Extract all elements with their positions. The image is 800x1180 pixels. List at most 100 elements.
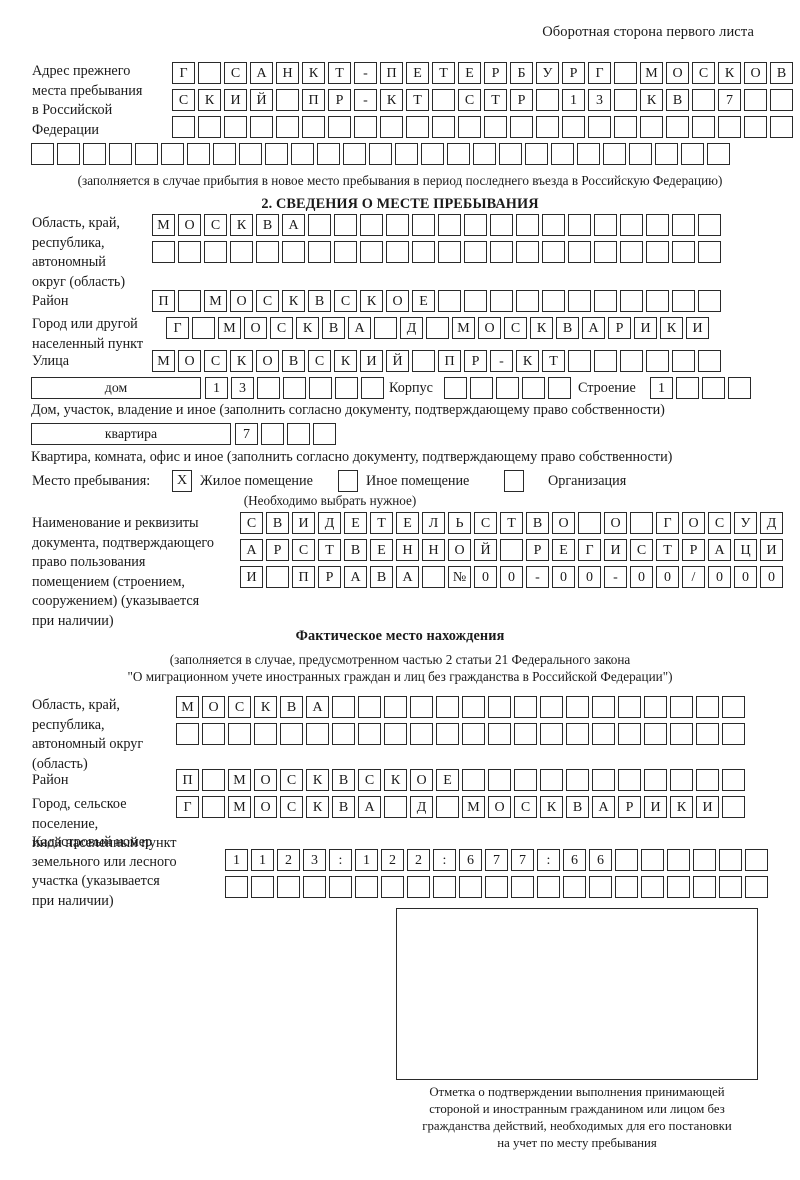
section2-district-cell-8[interactable]: С [334,290,357,312]
cadastral-cell-2[interactable] [251,876,274,898]
prev-address-cell-17[interactable]: Г [588,62,611,84]
section2-district-cell-3[interactable]: М [204,290,227,312]
prev-address-full-cell-23[interactable] [603,143,626,165]
document-cell-3[interactable]: П [292,566,315,588]
actual-region-cell-7[interactable] [332,723,355,745]
actual-region-cell-22[interactable] [722,723,745,745]
document-cell-8[interactable]: Н [422,539,445,561]
actual-region-cell-22[interactable] [722,696,745,718]
document-cell-16[interactable]: 0 [630,566,653,588]
actual-region-cell-21[interactable] [696,723,719,745]
document-cell-18[interactable]: О [682,512,705,534]
actual-region-cell-2[interactable]: О [202,696,225,718]
prev-address-full-cell-18[interactable] [473,143,496,165]
section2-district-cell-12[interactable] [438,290,461,312]
actual-region-cell-3[interactable]: С [228,696,251,718]
actual-region-cell-1[interactable] [176,723,199,745]
prev-address-cell-1[interactable]: Г [172,62,195,84]
actual-region-cell-2[interactable] [202,723,225,745]
actual-region-cell-1[interactable]: М [176,696,199,718]
prev-address-full-cell-16[interactable] [421,143,444,165]
actual-region-cell-14[interactable] [514,723,537,745]
section2-district-cell-5[interactable]: С [256,290,279,312]
section2-city-cell-2[interactable] [192,317,215,339]
actual-district-cell-2[interactable] [202,769,225,791]
house-number-cell-7[interactable] [361,377,384,399]
document-cell-7[interactable]: А [396,566,419,588]
section2-region-cell-16[interactable] [542,214,565,236]
prev-address-cell-6[interactable] [302,116,325,138]
document-cell-20[interactable]: У [734,512,757,534]
section2-region-cell-12[interactable] [438,241,461,263]
prev-address-full-cell-17[interactable] [447,143,470,165]
actual-region-cell-11[interactable] [436,723,459,745]
prev-address-cell-2[interactable] [198,116,221,138]
document-cell-1[interactable]: С [240,512,263,534]
korpus-cell-2[interactable] [470,377,493,399]
section2-street-cell-11[interactable] [412,350,435,372]
section2-street-cell-21[interactable] [672,350,695,372]
prev-address-cell-12[interactable] [458,116,481,138]
document-cell-21[interactable]: 0 [760,566,783,588]
prev-address-cell-5[interactable] [276,116,299,138]
prev-address-cell-4[interactable] [250,116,273,138]
prev-address-cell-18[interactable] [614,62,637,84]
actual-region-cell-16[interactable] [566,723,589,745]
prev-address-cell-13[interactable]: Т [484,89,507,111]
section2-street-cell-1[interactable]: М [152,350,175,372]
document-cell-7[interactable]: Е [396,512,419,534]
house-number-cell-1[interactable]: 1 [205,377,228,399]
section2-city-cell-9[interactable] [374,317,397,339]
prev-address-cell-21[interactable] [692,89,715,111]
actual-district-cell-20[interactable] [670,769,693,791]
document-cell-2[interactable]: Р [266,539,289,561]
document-cell-21[interactable]: Д [760,512,783,534]
section2-city-cell-11[interactable] [426,317,449,339]
section2-city-cell-16[interactable]: В [556,317,579,339]
prev-address-cell-19[interactable]: М [640,62,663,84]
section2-region-cell-8[interactable] [334,241,357,263]
cadastral-cell-18[interactable] [667,876,690,898]
section2-city-cell-21[interactable]: И [686,317,709,339]
section2-city-cell-5[interactable]: С [270,317,293,339]
document-cell-10[interactable]: 0 [474,566,497,588]
section2-region-cell-1[interactable] [152,241,175,263]
document-cell-10[interactable]: Й [474,539,497,561]
korpus-cell-1[interactable] [444,377,467,399]
actual-region-cell-10[interactable] [410,723,433,745]
checkbox-organization[interactable] [504,470,524,492]
prev-address-full-cell-5[interactable] [135,143,158,165]
prev-address-cell-16[interactable]: Р [562,62,585,84]
prev-address-cell-9[interactable]: П [380,62,403,84]
section2-district-cell-14[interactable] [490,290,513,312]
actual-region-cell-19[interactable] [644,696,667,718]
document-cell-8[interactable] [422,566,445,588]
actual-district-cell-19[interactable] [644,769,667,791]
actual-region-cell-11[interactable] [436,696,459,718]
section2-district-cell-15[interactable] [516,290,539,312]
actual-district-cell-13[interactable] [488,769,511,791]
cadastral-cell-5[interactable] [329,876,352,898]
checkbox-other-premises[interactable] [338,470,358,492]
prev-address-cell-6[interactable]: П [302,89,325,111]
section2-region-cell-11[interactable] [412,214,435,236]
section2-street-cell-7[interactable]: С [308,350,331,372]
document-cell-15[interactable]: И [604,539,627,561]
cadastral-cell-6[interactable] [355,876,378,898]
section2-region-cell-9[interactable] [360,214,383,236]
prev-address-full-cell-22[interactable] [577,143,600,165]
actual-region-cell-21[interactable] [696,696,719,718]
actual-district-cell-16[interactable] [566,769,589,791]
section2-region-cell-5[interactable]: В [256,214,279,236]
cadastral-cell-1[interactable] [225,876,248,898]
document-cell-12[interactable]: - [526,566,549,588]
section2-street-cell-17[interactable] [568,350,591,372]
section2-street-cell-9[interactable]: И [360,350,383,372]
section2-region-cell-2[interactable] [178,241,201,263]
section2-street-cell-12[interactable]: П [438,350,461,372]
document-cell-19[interactable]: А [708,539,731,561]
